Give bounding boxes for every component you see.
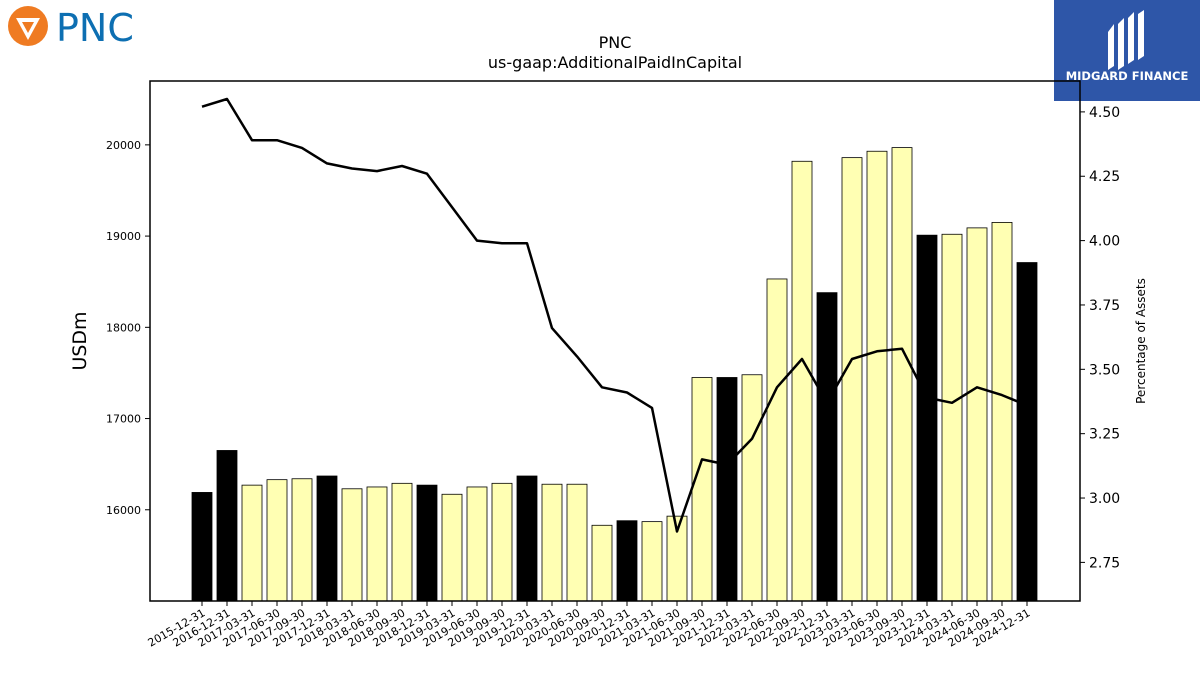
bar-2018-03-31 <box>341 488 363 602</box>
bar-2024-06-30 <box>966 227 988 602</box>
y2-tick-label: 4.50 <box>1089 105 1120 121</box>
bar-2017-12-31 <box>316 475 338 602</box>
y2-tick-label: 2.75 <box>1089 555 1120 571</box>
y2-axis-label: Percentage of Assets <box>1134 278 1148 404</box>
bar-2023-09-30 <box>891 147 913 602</box>
y-tick-label: 19000 <box>106 230 141 243</box>
y2-tick-label: 4.25 <box>1089 169 1120 185</box>
bar-2023-06-30 <box>866 150 888 602</box>
bar-2024-09-30 <box>991 222 1013 602</box>
bar-2017-09-30 <box>291 478 313 602</box>
bar-2019-03-31 <box>441 493 463 602</box>
bar-2021-03-31 <box>641 521 663 602</box>
y2-tick-label: 3.75 <box>1089 298 1120 314</box>
y2-axis: 2.75 3.00 3.25 3.50 3.75 4.00 4.25 4.50 <box>1080 105 1120 571</box>
bar-2018-09-30 <box>391 482 413 602</box>
bar-2024-12-31 <box>1016 262 1038 602</box>
percentage-of-assets-line <box>201 97 1028 533</box>
bar-2018-06-30 <box>366 486 388 602</box>
chart-subtitle: us-gaap:AdditionalPaidInCapital <box>488 53 742 72</box>
bar-2020-12-31 <box>616 520 638 602</box>
bar-2022-06-30 <box>766 278 788 602</box>
bar-2022-03-31 <box>741 374 763 602</box>
y-tick-label: 18000 <box>106 321 141 334</box>
bar-2017-03-31 <box>241 484 263 602</box>
y2-tick-label: 3.50 <box>1089 362 1120 378</box>
y2-tick-label: 4.00 <box>1089 234 1120 250</box>
bar-2022-12-31 <box>816 292 838 602</box>
bar-2024-03-31 <box>941 233 963 602</box>
bar-2021-09-30 <box>691 377 713 602</box>
bar-2022-09-30 <box>791 160 813 602</box>
bar-2020-09-30 <box>591 524 613 602</box>
bar-2023-03-31 <box>841 157 863 602</box>
chart-title: PNC <box>599 33 632 52</box>
bar-2017-06-30 <box>266 479 288 602</box>
bar-2019-06-30 <box>466 486 488 602</box>
bar-2019-12-31 <box>516 475 538 602</box>
bar-2015-12-31 <box>191 492 213 602</box>
pnc-logo-text: PNC <box>56 6 134 50</box>
y-tick-label: 16000 <box>106 504 141 517</box>
bar-2016-12-31 <box>216 450 238 602</box>
y-tick-label: 17000 <box>106 413 141 426</box>
bar-2020-06-30 <box>566 483 588 602</box>
bar-2018-12-31 <box>416 484 438 602</box>
y-axis: 16000 17000 18000 19000 20000 <box>106 139 150 517</box>
midgard-finance-mark-icon: MIDGARD FINANCE <box>1066 10 1189 83</box>
y-axis-label: USDm <box>69 311 91 370</box>
midgard-finance-logo: MIDGARD FINANCE <box>1054 0 1200 101</box>
pnc-logo: PNC <box>8 6 134 50</box>
y-tick-label: 20000 <box>106 139 141 152</box>
line-layer <box>201 97 1028 533</box>
bar-2020-03-31 <box>541 483 563 602</box>
y2-tick-label: 3.00 <box>1089 491 1120 507</box>
bar-2019-09-30 <box>491 482 513 602</box>
bar-2021-12-31 <box>716 377 738 602</box>
plot-frame <box>149 80 1081 602</box>
bar-2023-12-31 <box>916 234 938 602</box>
midgard-finance-text: MIDGARD FINANCE <box>1066 69 1189 83</box>
y2-tick-label: 3.25 <box>1089 427 1120 443</box>
x-axis: 2015-12-312016-12-312017-03-312017-06-30… <box>146 601 1033 650</box>
bar-group <box>191 147 1038 602</box>
